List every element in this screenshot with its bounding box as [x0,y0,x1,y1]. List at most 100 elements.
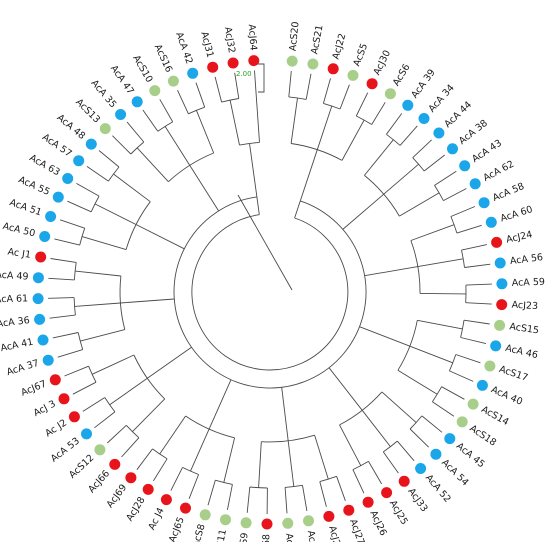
leaf-marker-blue [39,231,51,242]
branch-segment [441,386,465,400]
branch-segment [294,200,301,219]
leaf-label: Ac J1 [7,247,32,261]
branch-segment [75,270,121,277]
branch-arc [104,397,116,413]
branch-segment [299,149,318,202]
leaf-label: AcS11 [213,528,229,542]
branch-segment [82,397,106,412]
leaf-marker-green [220,514,231,526]
branch-arc [434,185,444,201]
branch-segment [319,481,327,507]
leaf-marker-blue [476,379,488,391]
leaf-marker-blue [115,109,127,120]
branch-arc [383,440,398,453]
leaf-label: AcS6 [391,62,413,88]
branch-segment [74,302,121,307]
branch-arc [191,214,349,371]
branch-segment [59,219,85,229]
branch-segment [189,165,219,212]
branch-segment [112,135,132,155]
leaf-label: AcS18 [467,423,498,449]
branch-segment [98,150,120,168]
branch-segment [135,224,185,250]
branch-segment [352,469,365,494]
leaf-marker-red [58,393,70,405]
branch-segment [229,100,240,146]
branch-segment [159,415,186,455]
branch-arc [182,466,199,475]
leaf-label: AcA 55 [17,174,52,198]
branch-segment [86,166,109,182]
leaf-label: AcJ69 [105,482,130,510]
leaf-marker-green [347,69,359,81]
leaf-label: AcA 41 [0,337,34,355]
leaf-label: AcA 53 [49,436,82,465]
leaf-marker-red [160,494,172,506]
branch-segment [409,428,430,448]
leaf-marker-green [94,444,106,456]
branch-segment [54,238,80,246]
branch-segment [409,345,453,364]
branch-segment [132,398,166,432]
branch-segment [432,401,455,417]
branch-segment [290,97,298,144]
leaf-label: AcJ27 [347,518,366,542]
leaf-marker-blue [478,197,490,209]
leaf-label: AcJ23 [511,300,538,312]
leaf-marker-blue [34,313,46,325]
branch-segment [159,99,174,123]
branch-arc [291,143,343,161]
leaf-label: AcS7 [305,530,320,542]
branch-segment [256,196,260,215]
branch-segment [382,451,399,474]
branch-segment [258,441,262,488]
branch-segment [170,467,183,491]
branch-segment [188,474,200,499]
branch-segment [106,424,127,444]
leaf-label: AcA 34 [426,83,456,115]
leaf-marker-blue [494,257,506,269]
leaf-marker-red [323,510,335,522]
leaf-marker-blue [469,178,481,190]
leaf-label: AcA 60 [499,204,534,224]
branch-segment [339,84,350,110]
leaf-marker-blue [37,334,49,346]
branch-segment [254,70,257,97]
leaf-label: AcJ 3 [32,399,58,420]
branch-segment [450,206,476,217]
leaf-marker-red [248,55,260,67]
branch-segment [355,92,369,117]
leaf-marker-red [362,496,374,508]
branch-segment [399,192,440,217]
leaf-marker-blue [418,113,430,124]
branch-segment [147,346,192,379]
leaf-markers [32,55,508,530]
leaf-marker-red [398,475,410,487]
leaf-label: AcA 48 [55,112,88,142]
leaf-marker-blue [415,463,427,474]
leaf-marker-blue [131,96,143,108]
leaf-label: AcA 46 [504,343,539,361]
branch-segment [455,354,481,364]
leaf-marker-blue [85,138,97,150]
branch-segment [190,428,210,472]
leaf-marker-blue [45,211,57,222]
leaf-marker-green [282,517,294,529]
leaf-label: AcA 52 [423,473,453,505]
branch-segment [136,147,169,183]
leaf-label: AcS10 [130,53,154,84]
branch-segment [412,139,433,159]
leaf-label: AcJ25 [387,498,410,526]
branch-arc [319,475,337,483]
branch-segment [423,154,445,172]
branch-segment [113,173,151,203]
branch-segment [255,96,260,143]
branch-segment [383,163,419,195]
leaf-marker-green [240,517,252,529]
leaf-label: AcA 38 [457,118,490,147]
branch-segment [361,410,391,447]
branch-segment [121,437,140,458]
leaf-label: AcS16 [152,43,174,75]
tree-branches [48,70,492,515]
